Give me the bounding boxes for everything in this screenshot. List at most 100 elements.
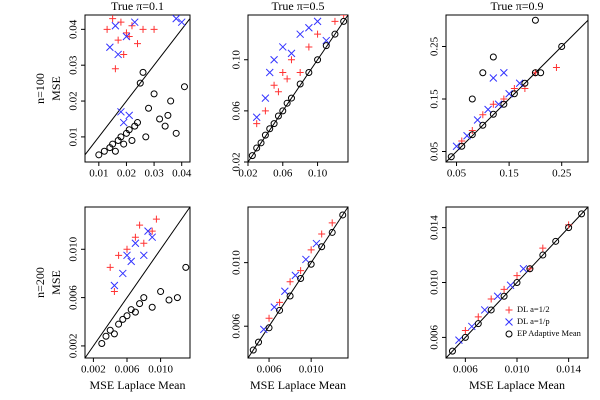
x-tick-label: 0.01 [89,168,108,180]
point [125,111,134,120]
marker [479,121,487,129]
marker [136,300,144,308]
marker [98,340,106,348]
point [136,221,144,229]
point [296,30,305,39]
point [118,269,127,278]
marker [500,292,508,300]
point [510,90,518,98]
point [305,43,313,51]
point [513,279,521,286]
point [489,53,497,61]
point [117,107,125,116]
marker [142,133,150,141]
marker [102,332,110,340]
marker [123,312,131,320]
marker [468,95,476,103]
x-axis-label: MSE Laplace Mean [469,378,565,392]
marker [165,296,173,304]
point [322,42,330,50]
marker [106,326,114,334]
point [318,230,326,238]
marker [123,245,131,253]
marker [114,36,122,44]
marker [110,330,118,338]
point [180,83,188,91]
point [505,330,513,338]
point [122,29,130,37]
marker [526,265,534,273]
point [265,314,273,322]
marker [117,133,125,141]
marker [150,25,158,33]
marker [305,69,313,77]
point [307,246,315,254]
marker [539,244,547,252]
point [506,281,515,290]
marker [286,278,294,286]
point [280,287,289,296]
x-tick-label: 0.006 [257,364,282,376]
marker [287,56,295,64]
point [139,68,147,76]
point [253,144,261,152]
marker [339,211,347,219]
point [279,69,287,77]
marker [513,279,521,286]
point [448,347,456,355]
x-tick-label: 0.02 [238,168,257,180]
legend-label: EP Adaptive Mean [517,328,582,338]
marker [148,303,156,311]
y-tick-label: 0.25 [429,36,441,56]
marker [249,346,257,354]
point [276,306,284,314]
marker [455,336,463,345]
marker [148,227,156,235]
identity-line [247,206,349,359]
point [305,69,313,77]
marker [479,69,487,77]
marker [331,17,339,25]
point [489,74,498,82]
point [287,56,295,64]
y-tick-label: 0.010 [429,270,441,295]
marker [506,281,515,290]
marker [180,83,188,91]
marker [340,15,348,19]
point [111,147,119,155]
point [307,260,315,268]
y-tick-label: 0.02 [231,152,243,171]
marker [286,292,294,300]
point [487,295,495,303]
marker [270,55,278,64]
y-tick-label: 0.006 [231,313,243,338]
marker [278,43,287,51]
point [314,30,322,38]
point [136,300,144,308]
point [297,267,305,275]
marker [487,295,495,303]
point [274,88,282,96]
marker [487,306,495,314]
point [114,50,123,59]
marker [494,100,503,109]
marker [526,265,534,273]
marker [120,140,128,148]
point [102,332,110,340]
marker [144,227,152,236]
point [479,121,487,129]
point [455,336,463,345]
point [182,263,190,271]
point [500,100,508,108]
point [318,243,326,251]
x-tick-label: 0.15 [499,168,519,180]
point [474,313,482,321]
point [270,55,278,64]
marker [484,105,492,114]
point [526,265,534,273]
marker [473,116,482,124]
marker [145,104,153,112]
point [150,90,158,98]
point [314,56,322,64]
marker [103,25,111,33]
